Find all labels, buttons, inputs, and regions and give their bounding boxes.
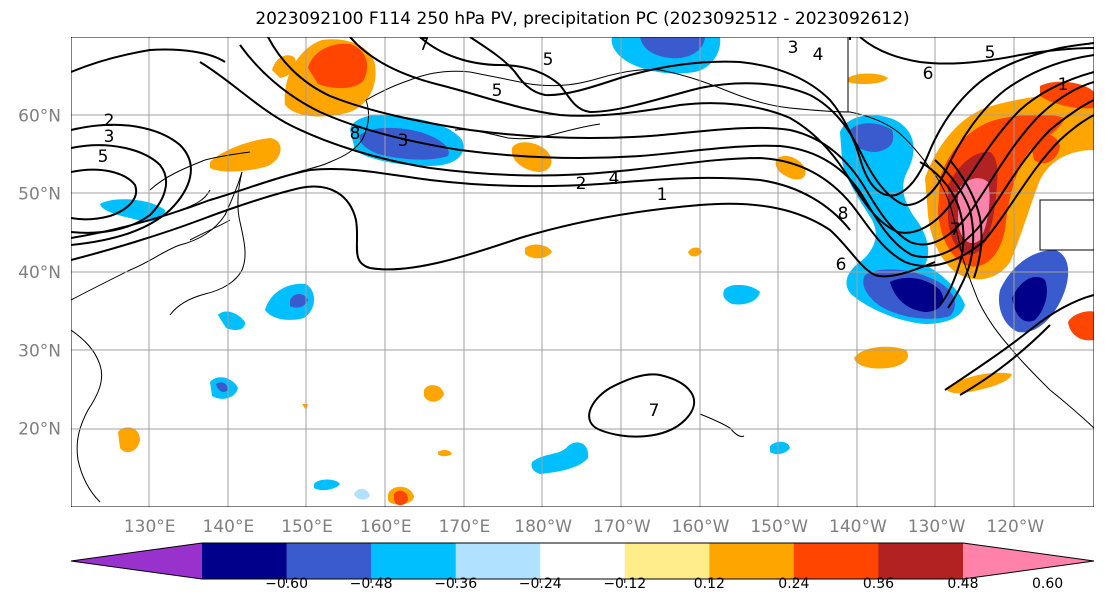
colorbar-swatch [371,543,457,579]
colorbar-extend-low [71,543,202,579]
precip-anomaly-negative [1012,276,1047,322]
pv-contour-label: 5 [492,81,503,101]
latitude-label: 50°N [18,185,61,205]
colorbar-extend-high [963,543,1094,579]
colorbar-swatch [540,543,626,579]
colorbar-swatch [878,543,964,579]
latitude-label: 20°N [18,420,61,440]
longitude-label: 140°E [203,517,255,537]
longitude-label: 120°W [986,517,1044,537]
precip-anomaly-positive [438,449,452,457]
longitude-label: 140°W [829,517,887,537]
precip-anomaly-positive [854,346,908,369]
pv-contour-label: 2 [576,174,587,194]
longitude-label: 160°W [672,517,730,537]
colorbar-tick-label: 0.60 [1032,576,1063,592]
pv-contour-label: 6 [836,255,847,275]
colorbar-labels: −0.60 −0.48 −0.36 −0.24 −0.12 0.12 0.24 0.36 0.4… [265,576,1063,592]
longitude-labels: 130°E 140°E 150°E 160°E 170°E 180°W 170°W 160°W… [124,517,1045,537]
precip-anomaly-positive [525,244,552,259]
colorbar-tick-label: 0.12 [694,576,725,592]
precip-anomaly-positive [394,490,408,506]
colorbar-tick-label: −0.24 [519,576,562,592]
pv-contour-label: 5 [985,43,996,63]
pv-contours [71,37,1094,438]
colorbar-swatch [624,543,710,579]
map-title: 2023092100 F114 250 hPa PV, precipitatio… [255,9,910,29]
colorbar-tick-label: 0.48 [947,576,978,592]
latitude-label: 30°N [18,341,61,361]
precip-anomaly-negative [216,382,228,392]
pv-contour-label: 1 [1058,75,1069,95]
precip-anomaly-positive [848,73,888,85]
longitude-label: 180°W [514,517,572,537]
pv-contour-label: 6 [923,64,934,84]
colorbar-swatch [709,543,795,579]
precip-anomaly-negative [314,479,340,491]
colorbar-tick-label: −0.60 [265,576,308,592]
pv-contour-label: 7 [419,35,430,55]
pv-contour-label: 7 [649,401,660,421]
precip-anomaly-negative [290,294,308,308]
precip-anomaly-negative [218,311,246,330]
precip-anomaly-negative [265,283,315,320]
precip-anomaly-positive [118,427,140,453]
precip-anomaly-negative [640,37,705,59]
precip-anomaly-positive [1030,133,1060,164]
colorbar-tick-label: −0.12 [603,576,646,592]
colorbar-tick-label: −0.36 [434,576,477,592]
pv-contour-label: 4 [609,169,620,189]
pv-contour-label: 5 [543,50,554,70]
precip-anomaly-negative [890,277,944,312]
longitude-label: 170°E [439,517,491,537]
longitude-label: 150°W [750,517,808,537]
precip-anomaly-negative [354,488,370,500]
precip-anomaly-negative [359,127,449,160]
pv-contour-label: 3 [398,131,409,151]
precip-anomaly-positive [1068,311,1094,341]
pv-contour-label: 5 [98,147,109,167]
colorbar-swatch [793,543,879,579]
pv-contour-label: 3 [104,127,115,147]
colorbar-tick-label: 0.24 [778,576,809,592]
pv-contour-label: 8 [350,124,361,144]
pv-contour-label: 8 [838,204,849,224]
colorbar-swatch [202,543,288,579]
pv-contour-label: 4 [813,45,824,65]
longitude-label: 130°W [908,517,966,537]
longitude-label: 150°E [281,517,333,537]
colorbar-tick-label: −0.48 [350,576,393,592]
longitude-label: 170°W [593,517,651,537]
latitude-labels: 60°N 50°N 40°N 30°N 20°N [18,106,61,439]
colorbar-swatch [286,543,372,579]
precip-anomaly-negative [770,441,790,455]
latitude-label: 40°N [18,263,61,283]
pv-contour-label: 7 [950,220,961,240]
precip-anomaly-positive [688,247,702,257]
precip-anomaly-negative [850,123,894,152]
colorbar-outline [70,542,1095,580]
precipitation-shading [100,37,1094,506]
colorbar [70,542,1095,580]
pv-contour-label: 1 [657,185,668,205]
latitude-label: 60°N [18,106,61,126]
longitude-label: 160°E [360,517,412,537]
precip-anomaly-negative [531,442,589,474]
precip-anomaly-negative [723,284,760,305]
precip-anomaly-positive [424,385,444,402]
precip-anomaly-positive [272,55,296,78]
precip-anomaly-positive [308,43,368,89]
colorbar-swatch [455,543,541,579]
pv-contour-label: 2 [104,111,115,131]
pv-contour-label: 3 [788,38,799,58]
colorbar-tick-label: 0.36 [863,576,894,592]
longitude-label: 130°E [124,517,176,537]
